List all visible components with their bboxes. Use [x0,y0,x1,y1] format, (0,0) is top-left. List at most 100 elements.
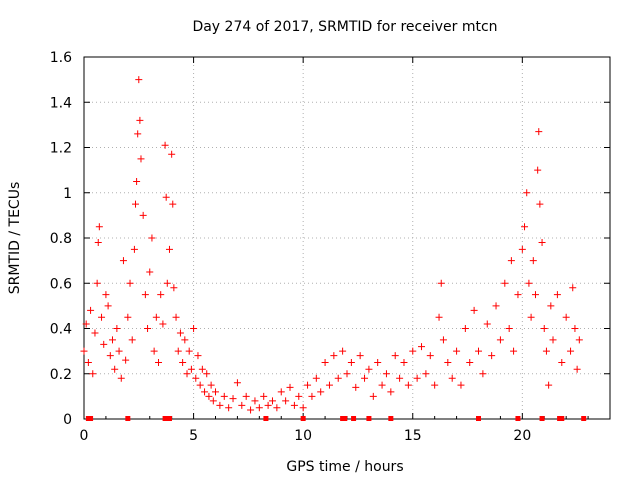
data-point [461,325,469,332]
data-point [562,313,570,321]
data-point [304,381,312,389]
data-point [161,141,169,149]
data-point [165,245,173,253]
data-point [136,116,144,124]
data-point [413,374,421,382]
y-tick-label: 1.4 [50,95,72,111]
x-axis-label: GPS time / hours [286,459,403,475]
baseline-marker [351,416,357,421]
y-tick-label: 0.8 [50,231,72,247]
data-point [470,306,478,314]
data-point [157,291,165,299]
data-point [475,347,482,355]
axis-ticks: 0 5 10 15 20 0 0.2 0.4 0.6 0.8 1 1.2 1.4 1.6 [50,50,610,444]
data-point [542,347,550,355]
baseline-marker [342,416,348,421]
data-point [545,381,553,389]
data-point [87,306,95,314]
data-point [84,358,92,366]
data-point [505,325,513,332]
data-point [212,388,219,396]
data-point [172,313,180,321]
y-tick-label: 0.6 [50,276,72,292]
data-point [534,166,542,174]
data-point [569,284,577,292]
data-point [396,374,404,382]
grid-lines [84,57,610,419]
data-point [299,404,307,412]
data-point [553,291,561,299]
data-point [290,401,298,409]
y-tick-label: 0 [63,412,72,428]
data-point [549,336,557,344]
data-point [538,239,546,247]
data-points [80,76,587,421]
data-point [242,392,250,400]
data-point [155,358,163,366]
data-point [369,392,377,400]
x-tick-label: 10 [294,428,312,444]
data-point [334,374,342,382]
data-point [365,365,373,373]
data-point [128,336,136,344]
data-point [277,388,285,396]
data-point [163,279,171,287]
baseline-marker [515,416,521,421]
y-tick-label: 1.6 [50,50,72,66]
baseline-marker [366,416,372,421]
data-point [573,365,581,373]
data-point [190,325,198,332]
data-point [169,200,177,208]
data-point [521,223,529,231]
data-point [431,381,439,389]
data-point [132,200,140,208]
baseline-marker [125,416,131,421]
data-point [330,352,338,360]
data-point [108,336,116,344]
data-point [113,325,121,332]
data-point [540,325,548,332]
data-point [312,374,320,382]
data-point [356,352,364,360]
data-point [205,392,213,400]
data-point [94,239,102,247]
data-point [134,130,142,138]
data-point [201,388,209,396]
data-point [216,401,224,409]
data-point [162,193,170,201]
baseline-marker [263,416,269,421]
data-point [479,370,487,378]
data-point [150,347,158,355]
data-point [141,291,149,299]
data-point [268,397,276,405]
data-point [510,347,518,355]
data-point [435,313,443,321]
data-point [181,336,189,344]
data-point [100,340,108,348]
data-point [575,336,583,344]
data-point [139,211,147,219]
data-point [135,76,143,84]
data-point [185,347,193,355]
x-tick-label: 15 [404,428,422,444]
data-point [453,347,461,355]
data-point [264,401,272,409]
data-point [98,313,106,321]
data-point [448,374,456,382]
y-axis-label: SRMTID / TECUs [7,182,23,295]
data-point [183,370,191,378]
data-point [325,381,333,389]
data-point [547,302,555,310]
data-point [133,177,141,185]
data-point [119,257,127,265]
data-point [400,358,408,366]
data-point [104,302,112,310]
data-point [567,347,575,355]
data-point [168,150,176,158]
data-point [117,374,125,382]
data-point [124,313,132,321]
baseline-marker [539,416,545,421]
data-point [126,279,134,287]
data-point [529,257,537,265]
